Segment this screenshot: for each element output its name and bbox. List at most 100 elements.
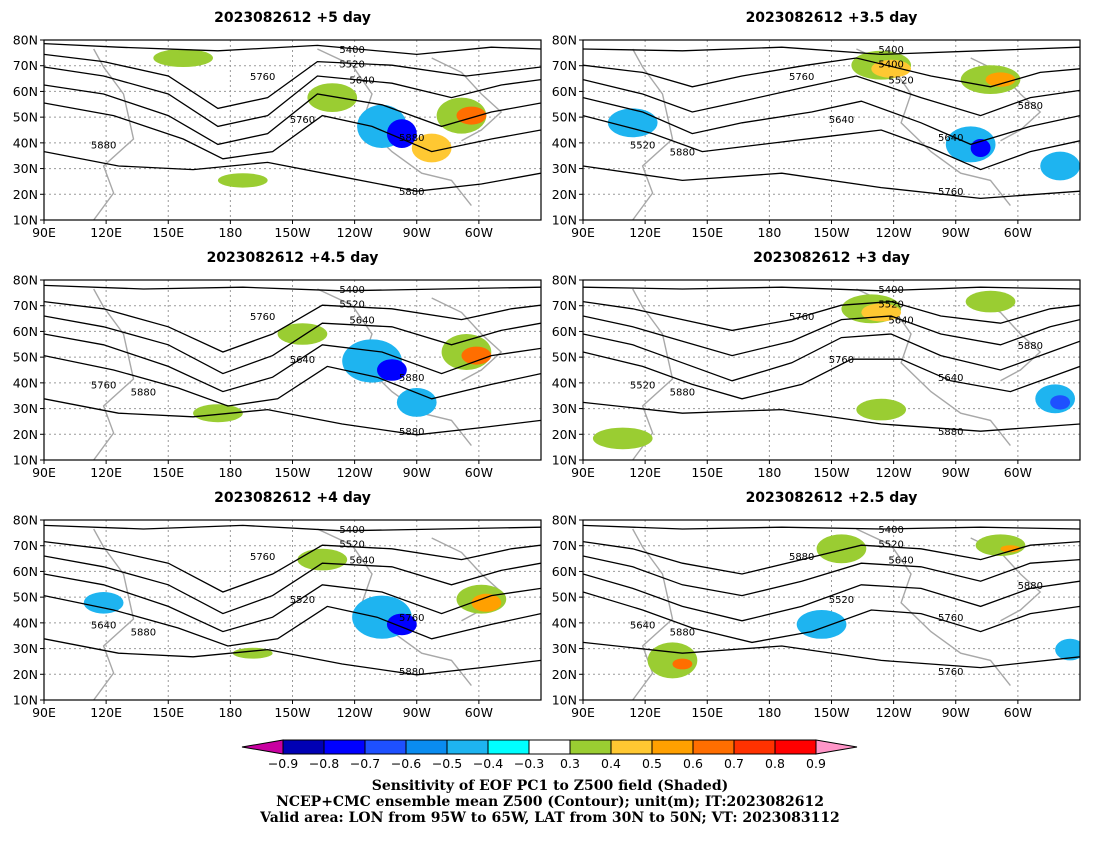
coastline-asia [632,528,674,700]
y-tick-label: 80N [552,513,577,528]
x-tick-label: 60W [1004,705,1032,720]
panel-plot-area [583,280,1080,460]
y-tick-label: 70N [13,298,38,313]
map-panel-6: 2023082612 +2.5 day 5400 5520 5640 5520 5640 5… [552,490,1081,720]
sensitivity-shading [456,106,487,125]
coastline-asia [632,288,674,460]
sensitivity-shading [461,346,492,365]
contour-label: 5520 [630,140,655,151]
z500-contour [583,286,1080,292]
x-tick-label: 120W [337,225,373,240]
x-tick-label: 120E [629,225,661,240]
caption-line-2: NCEP+CMC ensemble mean Z500 (Contour); u… [276,794,824,810]
contour-label: 5760 [938,667,963,678]
coastline-asia [93,528,135,700]
z500-contour [583,57,1080,88]
x-tick-label: 180 [757,465,781,480]
y-tick-label: 50N [13,590,38,605]
y-tick-label: 30N [552,161,577,176]
map-panel-3: 2023082612 +4.5 day 5400 5520 5640 5640 5760 5… [13,250,542,480]
sensitivity-shading [193,404,243,423]
contour-label: 5400 [339,525,364,536]
sensitivity-shading [816,534,867,564]
x-tick-label: 150W [274,705,310,720]
x-tick-label: 180 [218,465,242,480]
y-tick-label: 40N [552,135,577,150]
contour-label: 5760 [829,355,854,366]
sensitivity-shading [1050,395,1071,410]
y-tick-label: 40N [13,135,38,150]
colorbar-label: 0.6 [683,756,703,771]
colorbar-label: 0.4 [601,756,621,771]
contour-label: 5640 [349,76,374,87]
colorbar-label: −0.4 [473,756,503,771]
coastline-east [431,297,503,382]
contour-label: 5400 [339,285,364,296]
x-tick-label: 90W [942,705,970,720]
contour-label: 5880 [670,628,695,639]
x-tick-label: 180 [757,225,781,240]
contour-label: 5880 [1018,341,1043,352]
colorbar-bin [692,739,735,755]
panel-title: 2023082612 +5 day [214,10,371,26]
y-tick-label: 70N [13,538,38,553]
x-tick-label: 60W [1004,465,1032,480]
z500-contour [583,591,1080,644]
contour-label: 5760 [250,72,275,83]
x-tick-label: 120W [337,465,373,480]
y-tick-label: 80N [552,33,577,48]
contour-label: 5760 [91,380,116,391]
map-panel-1: 2023082612 +5 day 5400 5520 5640 5760 5880 588… [13,10,542,240]
x-tick-label: 120E [90,225,122,240]
z500-contour [44,53,541,110]
x-tick-label: 60W [465,705,493,720]
panel-title: 2023082612 +2.5 day [746,490,918,506]
contour-label: 5640 [938,373,963,384]
sensitivity-shading [965,290,1016,313]
x-tick-label: 60W [465,465,493,480]
panel-title: 2023082612 +4.5 day [207,250,379,266]
sensitivity-shading [592,427,653,450]
y-tick-label: 80N [552,273,577,288]
z500-contour [583,96,1080,146]
contour-label: 5640 [349,316,374,327]
x-tick-label: 180 [218,705,242,720]
contour-label: 5640 [888,556,913,567]
contour-label: 5520 [878,299,903,310]
sensitivity-shading [307,83,358,112]
z500-contour [44,300,541,353]
x-tick-label: 120W [876,705,912,720]
contour-label: 5880 [131,388,156,399]
contour-label: 5640 [91,620,116,631]
x-tick-label: 150E [691,705,723,720]
y-tick-label: 10N [13,213,38,228]
y-tick-label: 30N [552,401,577,416]
contour-label: 5880 [670,388,695,399]
y-tick-label: 10N [552,453,577,468]
x-tick-label: 120E [90,465,122,480]
y-tick-label: 20N [552,667,577,682]
coastline-asia [632,48,674,220]
colorbar-label: −0.8 [309,756,339,771]
coastline-asia [93,288,135,460]
y-tick-label: 20N [552,427,577,442]
contour-label: 5640 [938,133,963,144]
y-tick-label: 10N [552,693,577,708]
contour-label: 5760 [938,613,963,624]
x-tick-label: 180 [218,225,242,240]
caption: Sensitivity of EOF PC1 to Z500 field (Sh… [0,778,1100,826]
y-tick-label: 60N [13,84,38,99]
contour-label: 5760 [250,552,275,563]
y-tick-label: 50N [13,110,38,125]
z500-contour [583,114,1080,171]
contour-label: 5520 [829,595,854,606]
x-tick-label: 90E [32,465,56,480]
x-tick-label: 120W [337,705,373,720]
contour-label: 5760 [290,115,315,126]
z500-contour [583,641,1080,669]
y-tick-label: 30N [13,641,38,656]
panel-plot-area [583,520,1080,700]
contour-label: 5400 [878,285,903,296]
z500-contour [583,165,1080,200]
y-tick-label: 70N [13,58,38,73]
